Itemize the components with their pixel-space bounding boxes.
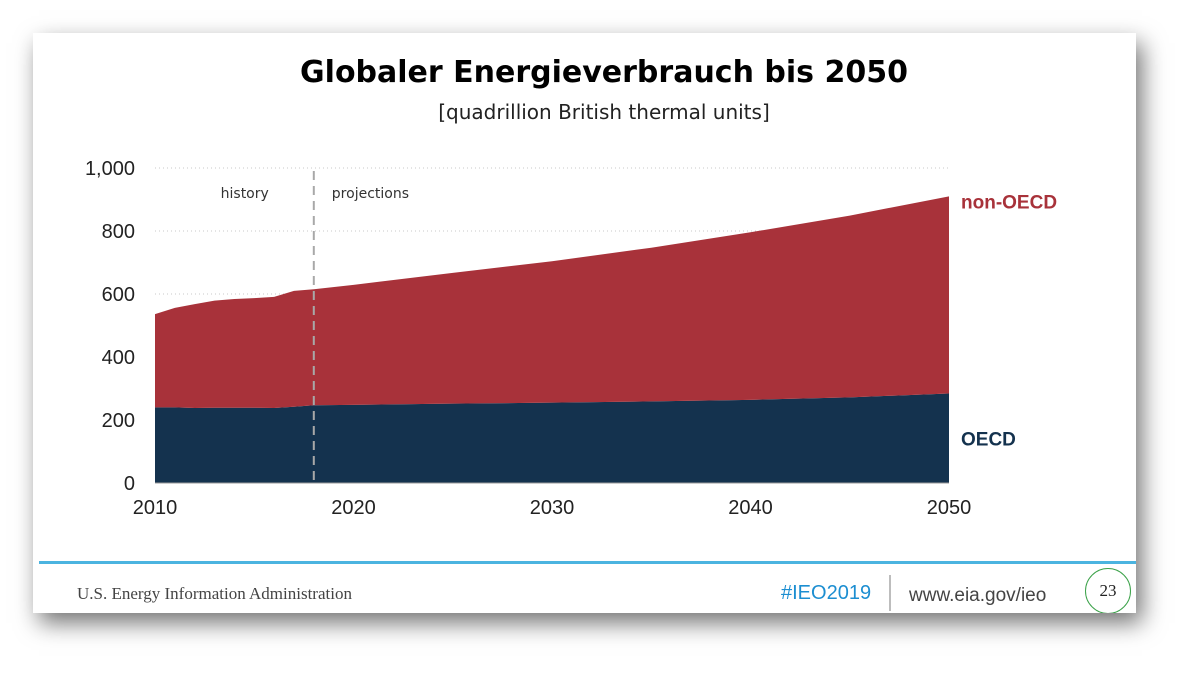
projections-label: projections: [332, 186, 409, 202]
x-tick-label: 2010: [133, 497, 178, 519]
y-tick-label: 200: [102, 410, 135, 432]
series-label: non-OECD: [961, 192, 1057, 213]
x-tick-label: 2030: [530, 497, 575, 519]
footer-url[interactable]: www.eia.gov/ieo: [909, 585, 1047, 606]
footer-divider: [39, 561, 1136, 564]
footer-separator: [889, 575, 891, 611]
y-tick-label: 0: [124, 473, 135, 495]
history-label: history: [221, 186, 269, 202]
footer-hashtag[interactable]: #IEO2019: [781, 582, 872, 604]
area-series-non-oecd: [155, 196, 949, 409]
area-chart: 0 200 400 600 800 1,000 OECD non-OECD 2010 2020 20…: [85, 158, 1057, 519]
x-tick-label: 2020: [331, 497, 376, 519]
chart-title: Globaler Energieverbrauch bis 2050: [300, 55, 908, 90]
page-number: 23: [1099, 581, 1117, 600]
slide: Globaler Energieverbrauch bis 2050 [quad…: [33, 33, 1136, 613]
footer-organization: U.S. Energy Information Administration: [77, 584, 352, 603]
y-tick-label: 400: [102, 347, 135, 369]
x-tick-label: 2040: [728, 497, 773, 519]
area-series-oecd: [155, 393, 949, 483]
page-number-badge: 23: [1085, 568, 1131, 613]
y-tick-label: 600: [102, 284, 135, 306]
x-tick-label: 2050: [927, 497, 972, 519]
y-tick-label: 800: [102, 221, 135, 243]
chart-subtitle: [quadrillion British thermal units]: [438, 100, 770, 124]
series-label: OECD: [961, 429, 1016, 450]
y-tick-label: 1,000: [85, 158, 135, 180]
